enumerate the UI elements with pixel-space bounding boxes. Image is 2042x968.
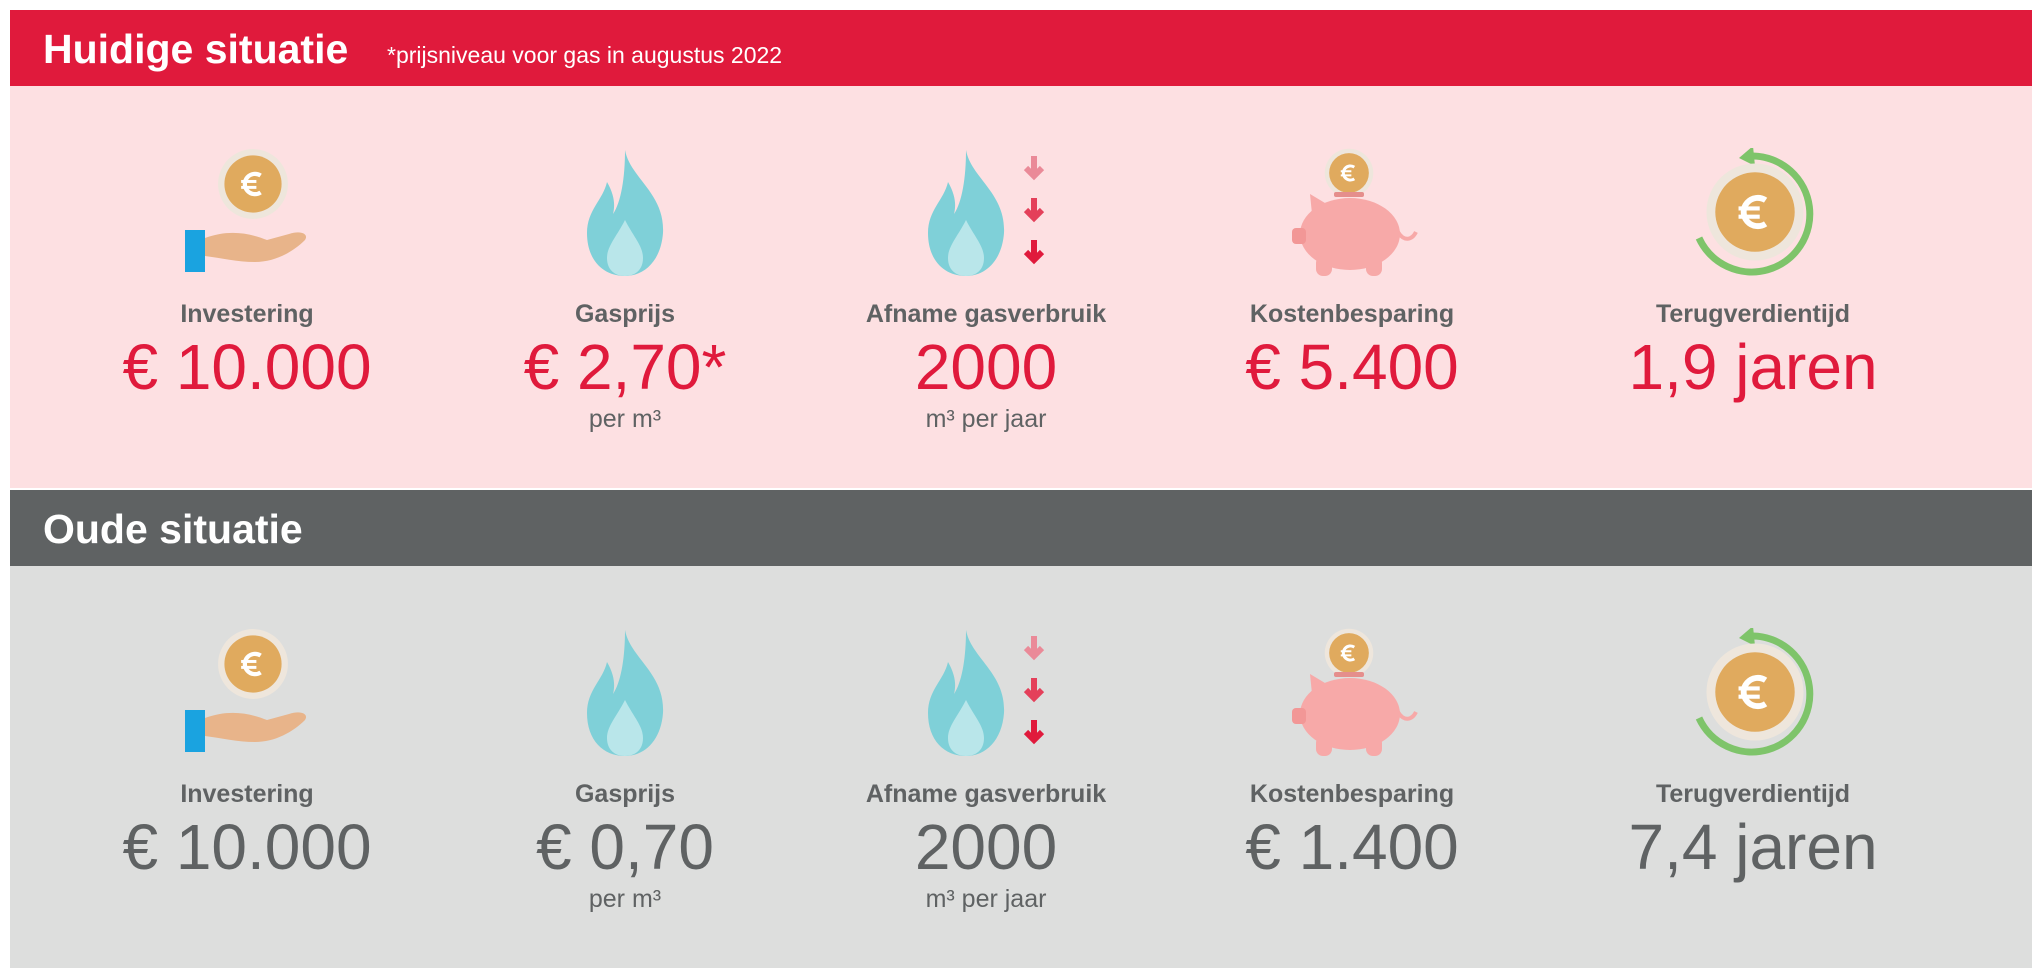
item: Investering € 10.000 [67,148,427,403]
section-header: Oude situatie [10,490,2032,566]
item-unit: m³ per jaar [925,885,1047,913]
section-header: Huidige situatie *prijsniveau voor gas in… [10,10,2032,86]
item: Kostenbesparing € 5.400 [1172,148,1532,403]
item-label: Afname gasverbruik [865,780,1107,808]
item-value: € 10.000 [122,331,372,403]
icon [177,148,317,278]
item-value: 1,9 jaren [1628,331,1878,403]
item-unit: per m³ [588,405,662,433]
item-unit: m³ per jaar [925,405,1047,433]
item: Terugverdientijd 1,9 jaren [1573,148,1933,403]
item-value: 2000 [914,331,1058,403]
item-label: Gasprijs [574,300,676,328]
section-body: Investering € 10.000 Gasprijs € 0,70 per m³ A… [10,566,2032,968]
item-label: Investering [180,780,314,808]
icon [1282,148,1422,278]
item-value: € 1.400 [1245,811,1459,883]
item: Afname gasverbruik 2000 m³ per jaar [806,628,1166,914]
icon [177,628,317,758]
item-value: 7,4 jaren [1628,811,1878,883]
item-value: € 2,70* [523,331,727,403]
item-label: Gasprijs [574,780,676,808]
item: Terugverdientijd 7,4 jaren [1573,628,1933,883]
item-value: € 10.000 [122,811,372,883]
item: Kostenbesparing € 1.400 [1172,628,1532,883]
icon [555,628,695,758]
icon [1683,148,1823,278]
item: Afname gasverbruik 2000 m³ per jaar [806,148,1166,434]
item-value: € 5.400 [1245,331,1459,403]
item: Investering € 10.000 [67,628,427,883]
icon [555,148,695,278]
item-label: Afname gasverbruik [865,300,1107,328]
icon [1282,628,1422,758]
section-title: Huidige situatie [43,26,349,72]
section-title: Oude situatie [43,506,303,552]
item-value: 2000 [914,811,1058,883]
item-label: Kostenbesparing [1249,780,1455,808]
item: Gasprijs € 0,70 per m³ [445,628,805,914]
icon [1683,628,1823,758]
section-note: *prijsniveau voor gas in augustus 2022 [387,42,783,68]
item-value: € 0,70 [536,811,714,883]
icon [916,148,1056,278]
item-unit: per m³ [588,885,662,913]
icon [916,628,1056,758]
item: Gasprijs € 2,70* per m³ [445,148,805,434]
section-body: Investering € 10.000 Gasprijs € 2,70* per m³… [10,86,2032,488]
item-label: Terugverdientijd [1655,780,1850,808]
item-label: Terugverdientijd [1655,300,1850,328]
item-label: Kostenbesparing [1249,300,1455,328]
item-label: Investering [180,300,314,328]
